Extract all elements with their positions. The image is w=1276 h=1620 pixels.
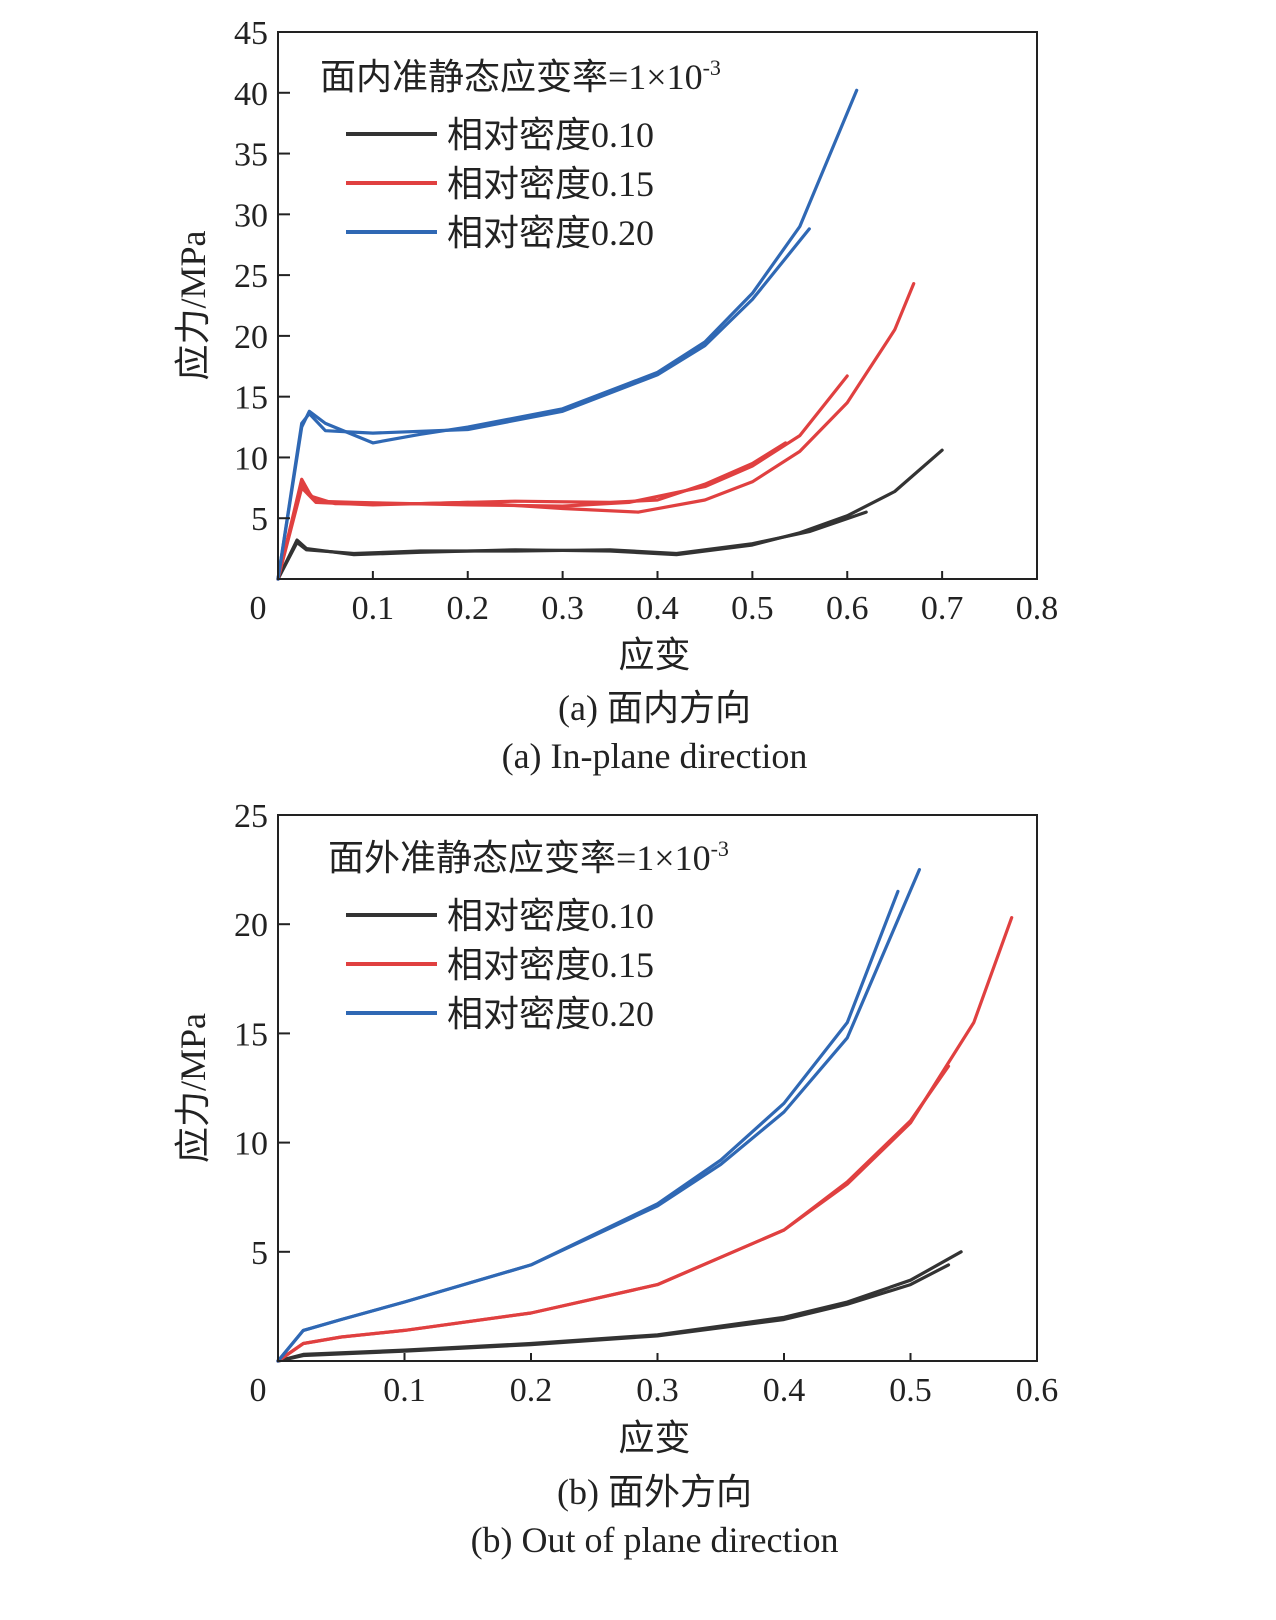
caption-en: (a) In-plane direction: [502, 736, 808, 776]
x-tick-label: 0.1: [352, 590, 395, 627]
x-tick-label: 0.7: [921, 590, 964, 627]
x-axis-label: 应变: [618, 1418, 690, 1458]
series-line-density-0.15-run-3: [276, 282, 916, 581]
y-tick-label: 15: [234, 1016, 268, 1053]
legend-title-superscript: -3: [711, 836, 729, 861]
series-line-density-0.10-run-1: [276, 448, 944, 581]
chart-panel-a: 5 10 15 20 25 30 35 40 45 0.1 0.2 0.3 0.4 0.5 0.6 0.7 0.…: [173, 15, 1058, 776]
legend-title: 面外准静态应变率=1×10-3: [328, 836, 729, 878]
y-tick-label: 30: [234, 197, 268, 234]
x-tick-label: 0.4: [636, 590, 679, 627]
legend-item: 相对密度0.20: [346, 994, 654, 1034]
origin-label: 0: [250, 590, 267, 627]
y-tick-label: 25: [234, 258, 268, 295]
x-tick-label: 0.8: [1016, 590, 1059, 627]
x-tick-label: 0.5: [889, 1372, 932, 1409]
series-line-density-0.10-run-2: [276, 1263, 951, 1363]
x-tick-label: 0.2: [447, 590, 490, 627]
series-line-density-0.15-run-1: [276, 1064, 951, 1363]
series-line-density-0.20-run-2: [276, 868, 921, 1363]
legend-label: 相对密度0.15: [447, 945, 654, 985]
x-tick-label: 0.2: [510, 1372, 553, 1409]
origin-label: 0: [250, 1372, 267, 1409]
legend-item: 相对密度0.10: [346, 115, 654, 155]
legend-label: 相对密度0.15: [447, 164, 654, 204]
x-tick-label: 0.1: [383, 1372, 426, 1409]
legend-label: 相对密度0.20: [447, 213, 654, 253]
series-line-density-0.20-run-2: [276, 227, 811, 581]
legend-item: 相对密度0.15: [346, 945, 654, 985]
x-tick-label: 0.3: [636, 1372, 679, 1409]
legend-title: 面内准静态应变率=1×10-3: [320, 55, 721, 97]
caption-cn: (b) 面外方向: [557, 1472, 752, 1512]
chart-panel-b: 5 10 15 20 25 0.1 0.2 0.3 0.4 0.5 0.6 0 应变 应力/MPa (b) …: [173, 798, 1058, 1560]
legend-item: 相对密度0.15: [346, 164, 654, 204]
legend-title-superscript: -3: [703, 55, 721, 80]
y-tick-label: 20: [234, 319, 268, 356]
y-tick-label: 5: [251, 501, 268, 538]
series-line-density-0.20-run-1: [276, 88, 859, 581]
legend-item: 相对密度0.10: [346, 896, 654, 936]
caption-cn: (a) 面内方向: [558, 688, 751, 728]
series-line-density-0.10-run-2: [276, 510, 868, 581]
y-axis-label: 应力/MPa: [173, 1013, 213, 1163]
x-tick-label: 0.6: [826, 590, 869, 627]
x-tick-label: 0.5: [731, 590, 774, 627]
legend-label: 相对密度0.10: [447, 896, 654, 936]
caption-en: (b) Out of plane direction: [471, 1520, 839, 1560]
series-line-density-0.10-run-1: [276, 1250, 963, 1363]
series-line-density-0.15-run-1: [276, 441, 788, 581]
x-axis-label: 应变: [618, 635, 690, 675]
y-axis-label: 应力/MPa: [173, 230, 213, 380]
legend-item: 相对密度0.20: [346, 213, 654, 253]
y-tick-label: 5: [251, 1235, 268, 1272]
x-tick-label: 0.3: [541, 590, 584, 627]
y-tick-label: 15: [234, 380, 268, 417]
y-tick-label: 40: [234, 76, 268, 113]
y-tick-label: 25: [234, 798, 268, 835]
legend-label: 相对密度0.10: [447, 115, 654, 155]
y-tick-label: 45: [234, 15, 268, 52]
x-tick-label: 0.6: [1016, 1372, 1059, 1409]
y-tick-label: 10: [234, 1126, 268, 1163]
y-tick-label: 20: [234, 907, 268, 944]
x-tick-label: 0.4: [763, 1372, 806, 1409]
series-line-density-0.15-run-2: [276, 916, 1014, 1363]
legend-label: 相对密度0.20: [447, 994, 654, 1034]
y-tick-label: 35: [234, 137, 268, 174]
y-tick-label: 10: [234, 440, 268, 477]
